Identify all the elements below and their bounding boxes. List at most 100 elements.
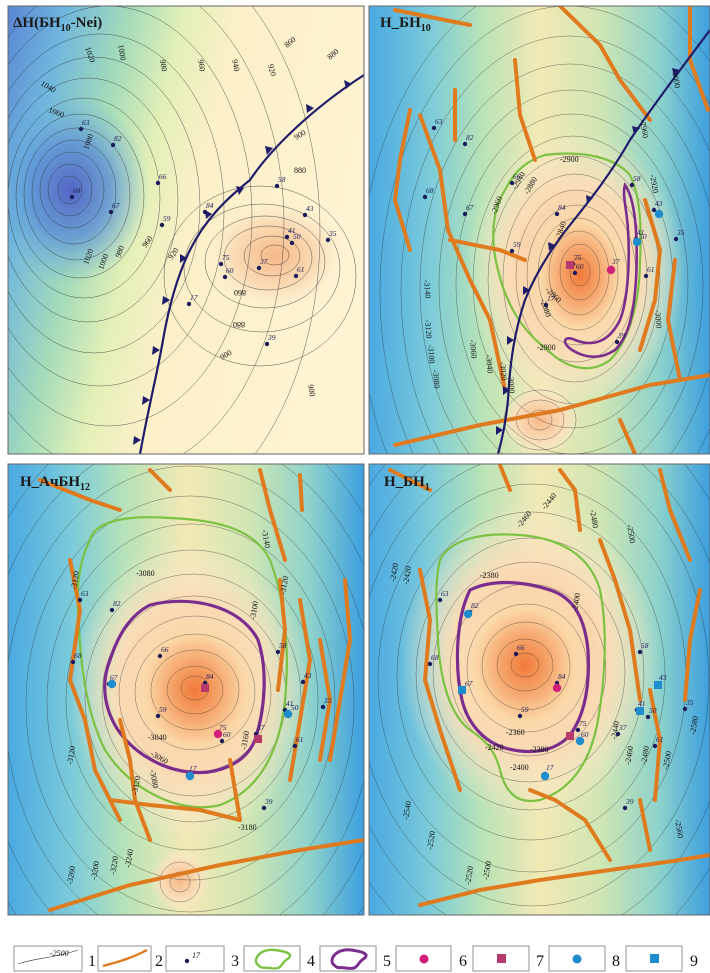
well-point: [78, 126, 84, 132]
well-label: 39: [267, 333, 276, 342]
well-point: [261, 805, 267, 811]
well-label: 50: [649, 706, 657, 715]
contour-label: -2420: [485, 743, 504, 752]
well-label: 35: [676, 228, 685, 237]
contour-label: -2400: [570, 592, 582, 612]
well-label: 75: [574, 253, 582, 262]
well-label: 43: [655, 199, 663, 208]
well-point: [643, 273, 649, 279]
legend: -2500 1 2 17 3 4 5 6 7 8 9: [13, 945, 698, 972]
well-point: [302, 212, 308, 218]
contour-label: 980: [113, 244, 126, 258]
well-label: 61: [647, 265, 655, 274]
well-point: [289, 240, 295, 246]
well-point: [513, 651, 519, 657]
well-point: [462, 141, 468, 147]
well-label: 39: [625, 797, 634, 806]
legend-number: 4: [307, 953, 315, 970]
legend-number: 2: [155, 953, 163, 970]
well-point: [572, 270, 578, 276]
contour-label: 880: [294, 166, 306, 175]
well-label: 37: [259, 257, 268, 266]
well-label: 67: [465, 679, 473, 688]
well-label: 63: [435, 117, 443, 126]
well-point: [274, 183, 280, 189]
well-label: 41: [638, 699, 646, 708]
well-label: 66: [513, 172, 521, 181]
well-label: 84: [558, 672, 566, 681]
contour-label: -2400: [510, 763, 529, 772]
panel-dh: 1020 1000 980 960 940 920 1040 1060 1080…: [8, 6, 364, 454]
contour-label: -3080: [431, 369, 442, 388]
well-label: 75: [219, 723, 227, 732]
panel-title: ΔH(БН10-Nei): [13, 15, 102, 34]
marker-square: [654, 681, 662, 689]
marker-circle: [575, 736, 585, 746]
well-point: [431, 125, 437, 131]
panel-title: H_БН10: [380, 15, 431, 34]
well-label: 63: [441, 589, 449, 598]
well-point: [155, 713, 161, 719]
well-label: 50: [291, 703, 299, 712]
contour-label: -2480: [639, 745, 651, 765]
well-point: [108, 209, 114, 215]
contour-label: -2500: [661, 750, 673, 770]
well-label: 75: [222, 253, 230, 262]
contour-label: -3120: [69, 570, 81, 590]
contour-label: -2960: [638, 119, 650, 139]
contour-label: -2560: [673, 819, 685, 839]
contour-label: -3120: [65, 745, 77, 765]
well-label: 41: [286, 699, 294, 708]
contour-label: -3080: [136, 569, 155, 578]
well-point: [256, 265, 262, 271]
well-point: [325, 237, 331, 243]
well-label: 82: [113, 599, 121, 608]
well-point: [155, 180, 161, 186]
contour-label: -3060: [468, 339, 479, 358]
well-point: [292, 743, 298, 749]
well-point: [427, 661, 433, 667]
well-point: [673, 236, 679, 242]
well-label: 58: [279, 641, 287, 650]
well-label: 67: [110, 673, 118, 682]
panel-title: H_БН1: [384, 474, 430, 493]
well-label: 17: [189, 764, 197, 773]
well-label: 35: [328, 229, 337, 238]
well-label: 68: [426, 186, 434, 195]
well-point: [422, 194, 428, 200]
panel-ach12: -3120 -3080 -3100 -3120 -3140 -3040 -306…: [8, 464, 364, 915]
legend-isoline-sample: -2500: [50, 949, 69, 958]
contour-label: -2900: [537, 343, 556, 352]
well-point: [543, 302, 549, 308]
legend-number: 7: [536, 953, 544, 970]
well-point: [462, 211, 468, 217]
contour-label: -2920: [648, 174, 660, 194]
contour-label: -2420: [401, 565, 413, 585]
well-label: 39: [264, 797, 273, 806]
well-point: [275, 649, 281, 655]
well-label: 58: [641, 641, 649, 650]
well-point: [300, 679, 306, 685]
marker-circle: [213, 729, 223, 739]
well-label: 60: [223, 730, 231, 739]
well-label: 61: [297, 265, 305, 274]
well-label: 84: [206, 672, 214, 681]
panel-bn1: -2460 -2480 -2500 -2440 -2420 -2380 -242…: [369, 464, 710, 915]
well-point: [110, 142, 116, 148]
contour-label: -2460: [623, 745, 635, 765]
legend-number: 9: [690, 953, 698, 970]
well-label: 68: [74, 651, 82, 660]
well-label: 82: [466, 133, 474, 142]
marker-circle: [463, 609, 473, 619]
well-label: 58: [278, 175, 286, 184]
well-label: 35: [685, 698, 694, 707]
marker-square: [254, 735, 262, 743]
contour-label: -3100: [248, 600, 260, 620]
well-point: [70, 659, 76, 665]
well-label: 60: [226, 266, 234, 275]
well-label: 59: [521, 705, 529, 714]
well-label: 66: [159, 172, 167, 181]
contour-label: 880: [233, 320, 245, 329]
well-point: [109, 607, 115, 613]
